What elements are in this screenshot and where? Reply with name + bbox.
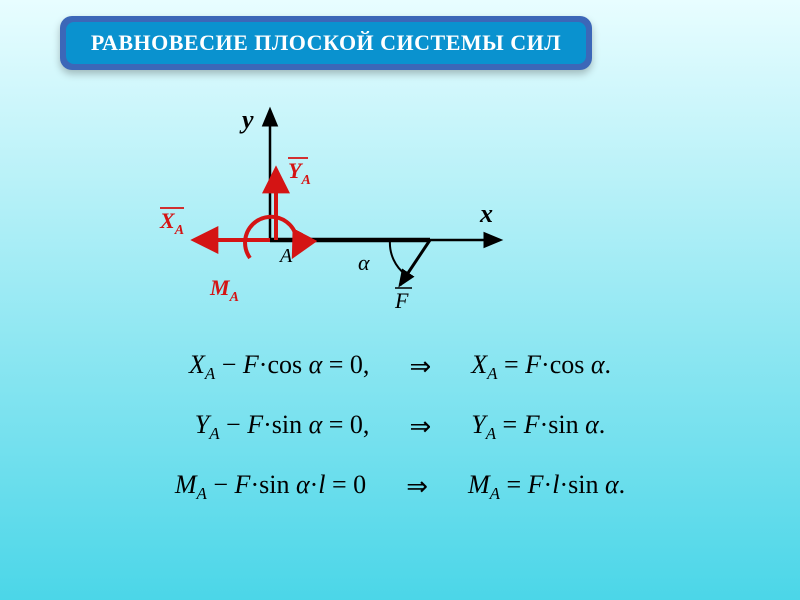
title-panel: РАВНОВЕСИЕ ПЛОСКОЙ СИСТЕМЫ СИЛ (60, 16, 592, 70)
reaction-XA-label: XA (159, 208, 184, 238)
eq-rhs: XA = F·cos α. (471, 350, 611, 384)
x-axis-label: x (479, 199, 493, 228)
force-F-label: F (394, 288, 412, 313)
reaction-MA-label: MA (209, 275, 239, 305)
eq-rhs: YA = F·sin α. (471, 410, 605, 444)
eq-lhs: YA − F·sin α = 0, (195, 410, 370, 444)
equation-row: YA − F·sin α = 0, ⇒ YA = F·sin α. (100, 410, 700, 444)
svg-text:YA: YA (288, 158, 311, 188)
title-text: РАВНОВЕСИЕ ПЛОСКОЙ СИСТЕМЫ СИЛ (91, 30, 561, 55)
eq-lhs: MA − F·sin α·l = 0 (175, 470, 366, 504)
title-inner: РАВНОВЕСИЕ ПЛОСКОЙ СИСТЕМЫ СИЛ (66, 22, 586, 64)
implies-icon: ⇒ (409, 412, 431, 442)
svg-text:F: F (394, 288, 409, 313)
equations-block: XA − F·cos α = 0, ⇒ XA = F·cos α. YA − F… (100, 350, 700, 531)
svg-text:MA: MA (209, 275, 239, 305)
implies-icon: ⇒ (406, 472, 428, 502)
equation-row: MA − F·sin α·l = 0 ⇒ MA = F·l·sin α. (100, 470, 700, 504)
svg-text:XA: XA (159, 208, 184, 238)
equation-row: XA − F·cos α = 0, ⇒ XA = F·cos α. (100, 350, 700, 384)
point-A-label: A (278, 245, 293, 267)
implies-icon: ⇒ (409, 352, 431, 382)
reaction-YA-label: YA (288, 158, 311, 188)
eq-lhs: XA − F·cos α = 0, (189, 350, 369, 384)
force-F (400, 240, 430, 285)
y-axis-label: y (239, 105, 254, 134)
eq-rhs: MA = F·l·sin α. (468, 470, 625, 504)
force-diagram: y x A α F XA YA (140, 100, 540, 320)
alpha-arc (390, 240, 406, 275)
alpha-label: α (358, 250, 370, 275)
